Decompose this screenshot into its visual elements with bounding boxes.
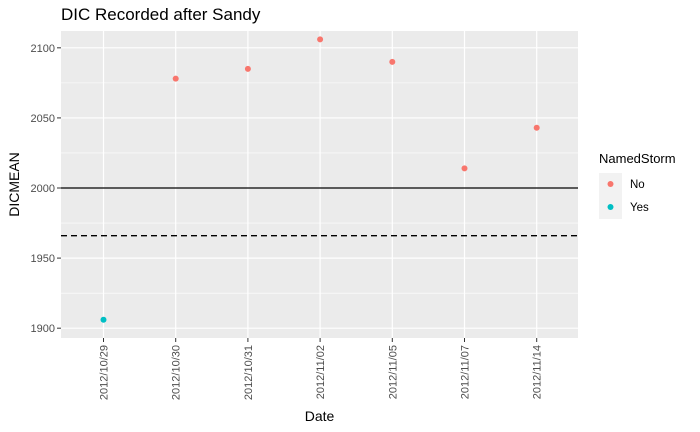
y-tick-label: 2000 bbox=[31, 183, 55, 195]
legend: NamedStorm No Yes bbox=[599, 151, 676, 219]
data-point bbox=[317, 36, 324, 43]
data-point bbox=[100, 316, 107, 323]
data-point bbox=[244, 65, 251, 72]
y-tick-label: 1900 bbox=[31, 323, 55, 335]
y-tick-label: 2100 bbox=[31, 43, 55, 55]
axes: 1900 1950 2000 2050 2100 2012/10/29 2012/10/30… bbox=[31, 43, 544, 400]
legend-key-point bbox=[607, 204, 614, 210]
grid-lines bbox=[61, 31, 578, 338]
y-tick-label: 2050 bbox=[31, 113, 55, 125]
legend-title: NamedStorm bbox=[599, 151, 676, 166]
x-tick-label: 2012/11/05 bbox=[387, 345, 399, 399]
y-tick-label: 1950 bbox=[31, 253, 55, 265]
data-points bbox=[100, 36, 540, 323]
x-tick-label: 2012/10/29 bbox=[99, 345, 111, 400]
legend-label: Yes bbox=[630, 202, 649, 214]
x-tick-label: 2012/11/07 bbox=[460, 345, 472, 399]
data-point bbox=[461, 165, 468, 172]
x-tick-label: 2012/11/02 bbox=[315, 345, 327, 399]
x-axis-title: Date bbox=[305, 408, 335, 424]
legend-keys: No Yes bbox=[599, 173, 649, 219]
x-tick-label: 2012/11/14 bbox=[532, 345, 544, 399]
data-point bbox=[533, 124, 540, 131]
chart-title: DIC Recorded after Sandy bbox=[61, 5, 261, 24]
reference-lines bbox=[61, 187, 578, 237]
data-point bbox=[389, 58, 396, 65]
x-tick-label: 2012/10/31 bbox=[243, 345, 255, 400]
y-axis-title: DICMEAN bbox=[6, 152, 22, 217]
legend-label: No bbox=[630, 179, 645, 191]
x-tick-label: 2012/10/30 bbox=[171, 345, 183, 400]
legend-key-point bbox=[607, 181, 614, 187]
data-point bbox=[172, 75, 179, 82]
